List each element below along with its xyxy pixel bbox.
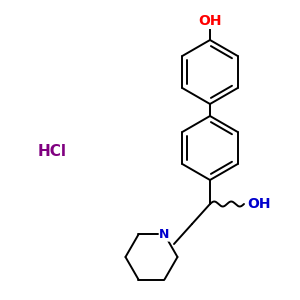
Text: OH: OH (198, 14, 222, 28)
Text: OH: OH (247, 197, 271, 211)
Text: N: N (159, 228, 170, 241)
Text: HCl: HCl (38, 145, 67, 160)
